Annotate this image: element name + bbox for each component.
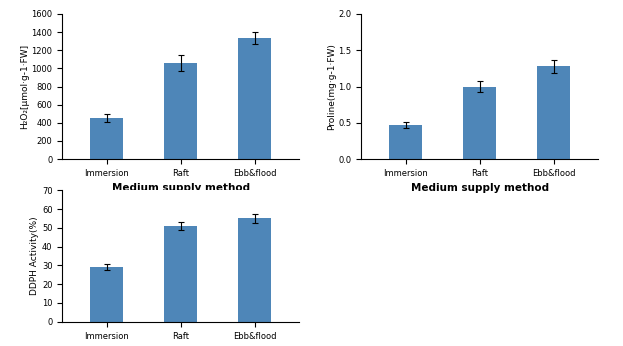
Y-axis label: DDPH Activity(%): DDPH Activity(%) xyxy=(30,217,39,295)
X-axis label: Medium supply method: Medium supply method xyxy=(112,183,250,193)
Bar xyxy=(463,86,497,159)
Bar xyxy=(164,226,197,322)
Bar xyxy=(164,63,197,159)
Bar xyxy=(389,125,422,159)
X-axis label: Medium supply method: Medium supply method xyxy=(411,183,549,193)
Bar xyxy=(238,218,271,322)
Bar xyxy=(537,66,570,159)
Y-axis label: H₂O₂[μmol·g-1·FW]: H₂O₂[μmol·g-1·FW] xyxy=(20,44,29,129)
Y-axis label: Proline(mg·g-1·FW): Proline(mg·g-1·FW) xyxy=(326,43,336,130)
Bar xyxy=(90,118,123,159)
Bar xyxy=(90,267,123,322)
Bar xyxy=(238,38,271,159)
